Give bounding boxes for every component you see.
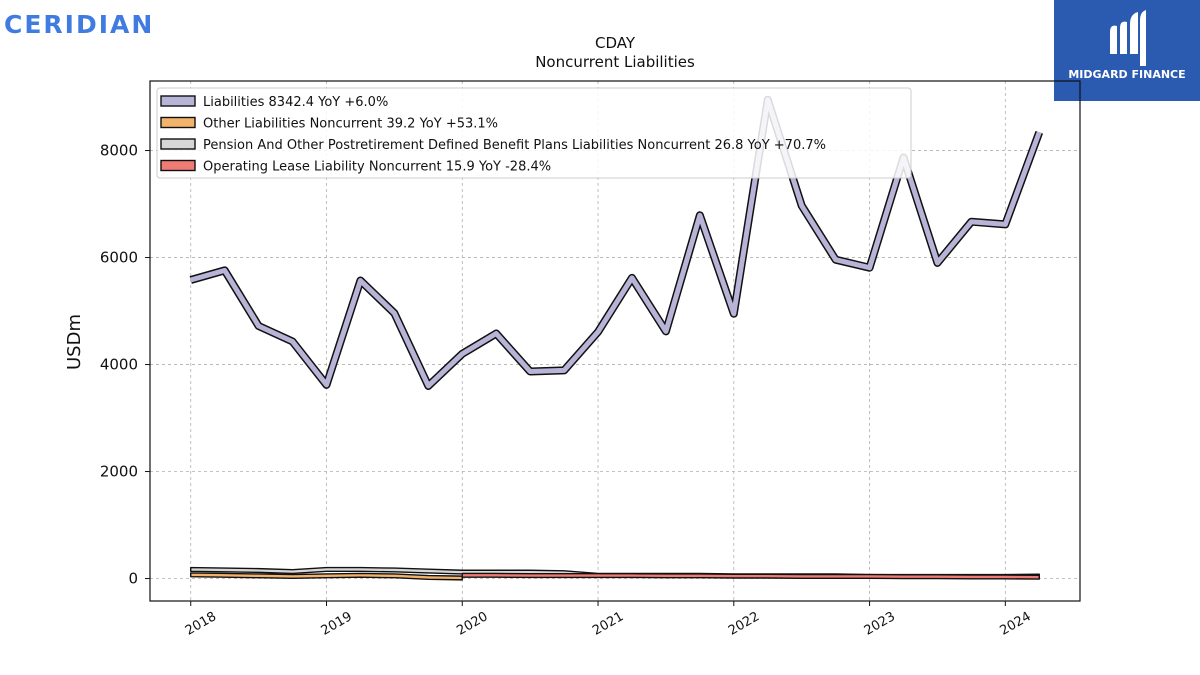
- series-line-outline: [189, 95, 1044, 390]
- chart-title: CDAY: [595, 34, 636, 52]
- x-tick-label: 2018: [183, 609, 219, 639]
- y-tick-label: 0: [128, 570, 138, 588]
- y-tick-label: 4000: [100, 356, 138, 374]
- plot-frame: [149, 80, 1081, 602]
- ceridian-logo: CERIDIAN: [4, 10, 155, 39]
- y-tick-label: 6000: [100, 249, 138, 267]
- x-tick-label: 2021: [590, 609, 626, 639]
- x-tick-label: 2020: [454, 609, 490, 639]
- x-tick-label: 2019: [319, 609, 355, 639]
- midgard-finance-wordmark: MIDGARD FINANCE: [1068, 68, 1186, 81]
- legend-swatch: [160, 116, 196, 129]
- y-axis-label: USDm: [64, 314, 85, 370]
- legend-swatch: [160, 95, 196, 107]
- midgard-mark-icon: [1110, 10, 1146, 66]
- legend-label: Other Liabilities Noncurrent 39.2 YoY +5…: [203, 117, 498, 132]
- x-tick-label: 2024: [997, 609, 1033, 639]
- y-tick-label: 8000: [100, 142, 138, 160]
- series-band: [190, 566, 1040, 579]
- series-band: [190, 572, 463, 581]
- legend-box: [156, 87, 912, 179]
- legend-swatch: [160, 138, 196, 150]
- midgard-finance-logo: MIDGARD FINANCE: [1054, 0, 1200, 101]
- legend-label: Liabilities 8342.4 YoY +6.0%: [203, 95, 388, 110]
- y-tick-label: 2000: [100, 463, 138, 481]
- x-tick-label: 2022: [726, 609, 762, 639]
- legend-label: Operating Lease Liability Noncurrent 15.…: [203, 160, 551, 175]
- legend-swatch: [160, 159, 196, 172]
- chart-subtitle: Noncurrent Liabilities: [535, 53, 695, 71]
- series-line: [190, 97, 1042, 389]
- x-tick-label: 2023: [862, 609, 898, 639]
- series-band: [461, 572, 1040, 580]
- legend-label: Pension And Other Postretirement Defined…: [203, 138, 826, 153]
